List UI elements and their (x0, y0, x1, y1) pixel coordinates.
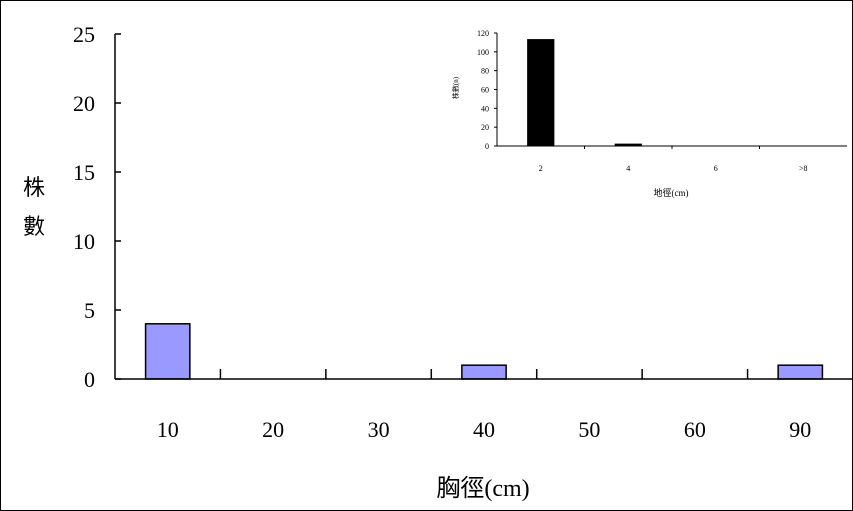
inset-y-tick-label: 20 (481, 123, 489, 132)
inset-x-tick-label: 2 (539, 164, 543, 173)
inset-bars (527, 39, 642, 147)
main-x-tick-label: 20 (262, 417, 284, 442)
inset-y-tick-label: 0 (485, 142, 489, 151)
main-x-tick-label: 90 (789, 417, 811, 442)
main-x-tick-label: 30 (368, 417, 390, 442)
inset-y-tick-label: 60 (481, 86, 489, 95)
inset-x-tick-label: 4 (626, 164, 630, 173)
main-bars (144, 323, 824, 380)
main-x-tick-label: 50 (578, 417, 600, 442)
main-y-tick-label: 0 (84, 367, 95, 392)
main-bar-10 (144, 323, 191, 380)
main-x-tick-label: 10 (157, 417, 179, 442)
inset-y-tick-label: 80 (481, 67, 489, 76)
inset-chart: 0 20 40 60 80 100 120 2 4 6 >8 地徑(cm) 株數(n) (451, 29, 847, 198)
inset-axes (494, 32, 847, 149)
main-bar-90 (777, 364, 824, 380)
main-y-tick-label: 5 (84, 298, 95, 323)
inset-y-tick-label: 120 (477, 29, 489, 38)
inset-x-tick-label: 6 (714, 164, 718, 173)
main-y-tick-labels: 0 5 10 15 20 25 (73, 22, 95, 392)
main-bar-40 (461, 364, 507, 380)
inset-bar-2 (527, 39, 555, 147)
main-y-axis-label-char-1: 株 (23, 175, 45, 200)
main-axes (114, 33, 853, 380)
inset-y-tick-labels: 0 20 40 60 80 100 120 (477, 29, 489, 151)
inset-x-axis-label: 地徑(cm) (654, 187, 689, 198)
inset-y-axis-label: 株數(n) (451, 76, 460, 99)
inset-x-tick-labels: 2 4 6 >8 (539, 164, 808, 173)
main-y-tick-label: 25 (73, 22, 95, 47)
main-y-tick-label: 10 (73, 229, 95, 254)
main-x-tick-label: 60 (684, 417, 706, 442)
main-x-axis-label: 胸徑(cm) (436, 475, 529, 502)
main-x-tick-label: 40 (473, 417, 495, 442)
main-x-tick-labels: 10 20 30 40 50 60 90 (157, 417, 812, 442)
inset-y-tick-label: 100 (477, 48, 489, 57)
main-y-tick-label: 15 (73, 160, 95, 185)
inset-x-tick-label: >8 (799, 164, 808, 173)
main-y-axis-label-char-2: 數 (23, 214, 45, 239)
main-y-tick-label: 20 (73, 91, 95, 116)
inset-y-tick-label: 40 (481, 104, 489, 113)
